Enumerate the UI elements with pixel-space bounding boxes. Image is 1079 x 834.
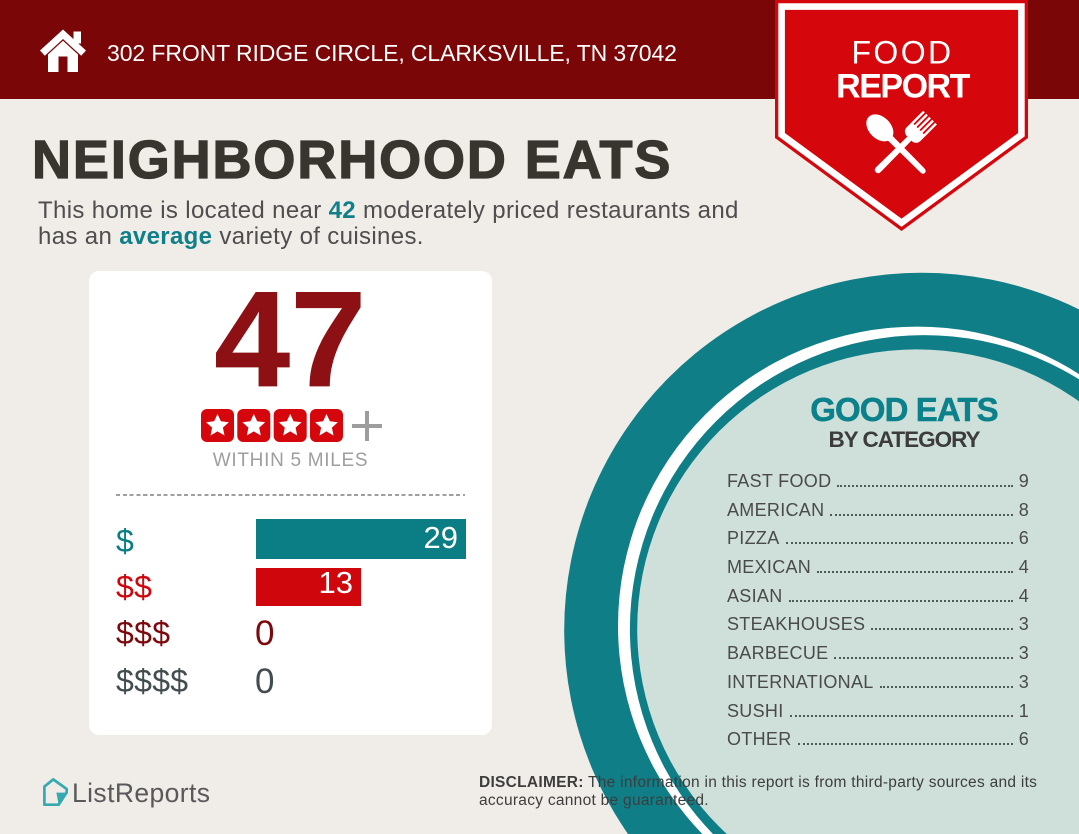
svg-text:REPORT: REPORT — [836, 68, 970, 106]
svg-text:FOOD: FOOD — [851, 35, 953, 71]
